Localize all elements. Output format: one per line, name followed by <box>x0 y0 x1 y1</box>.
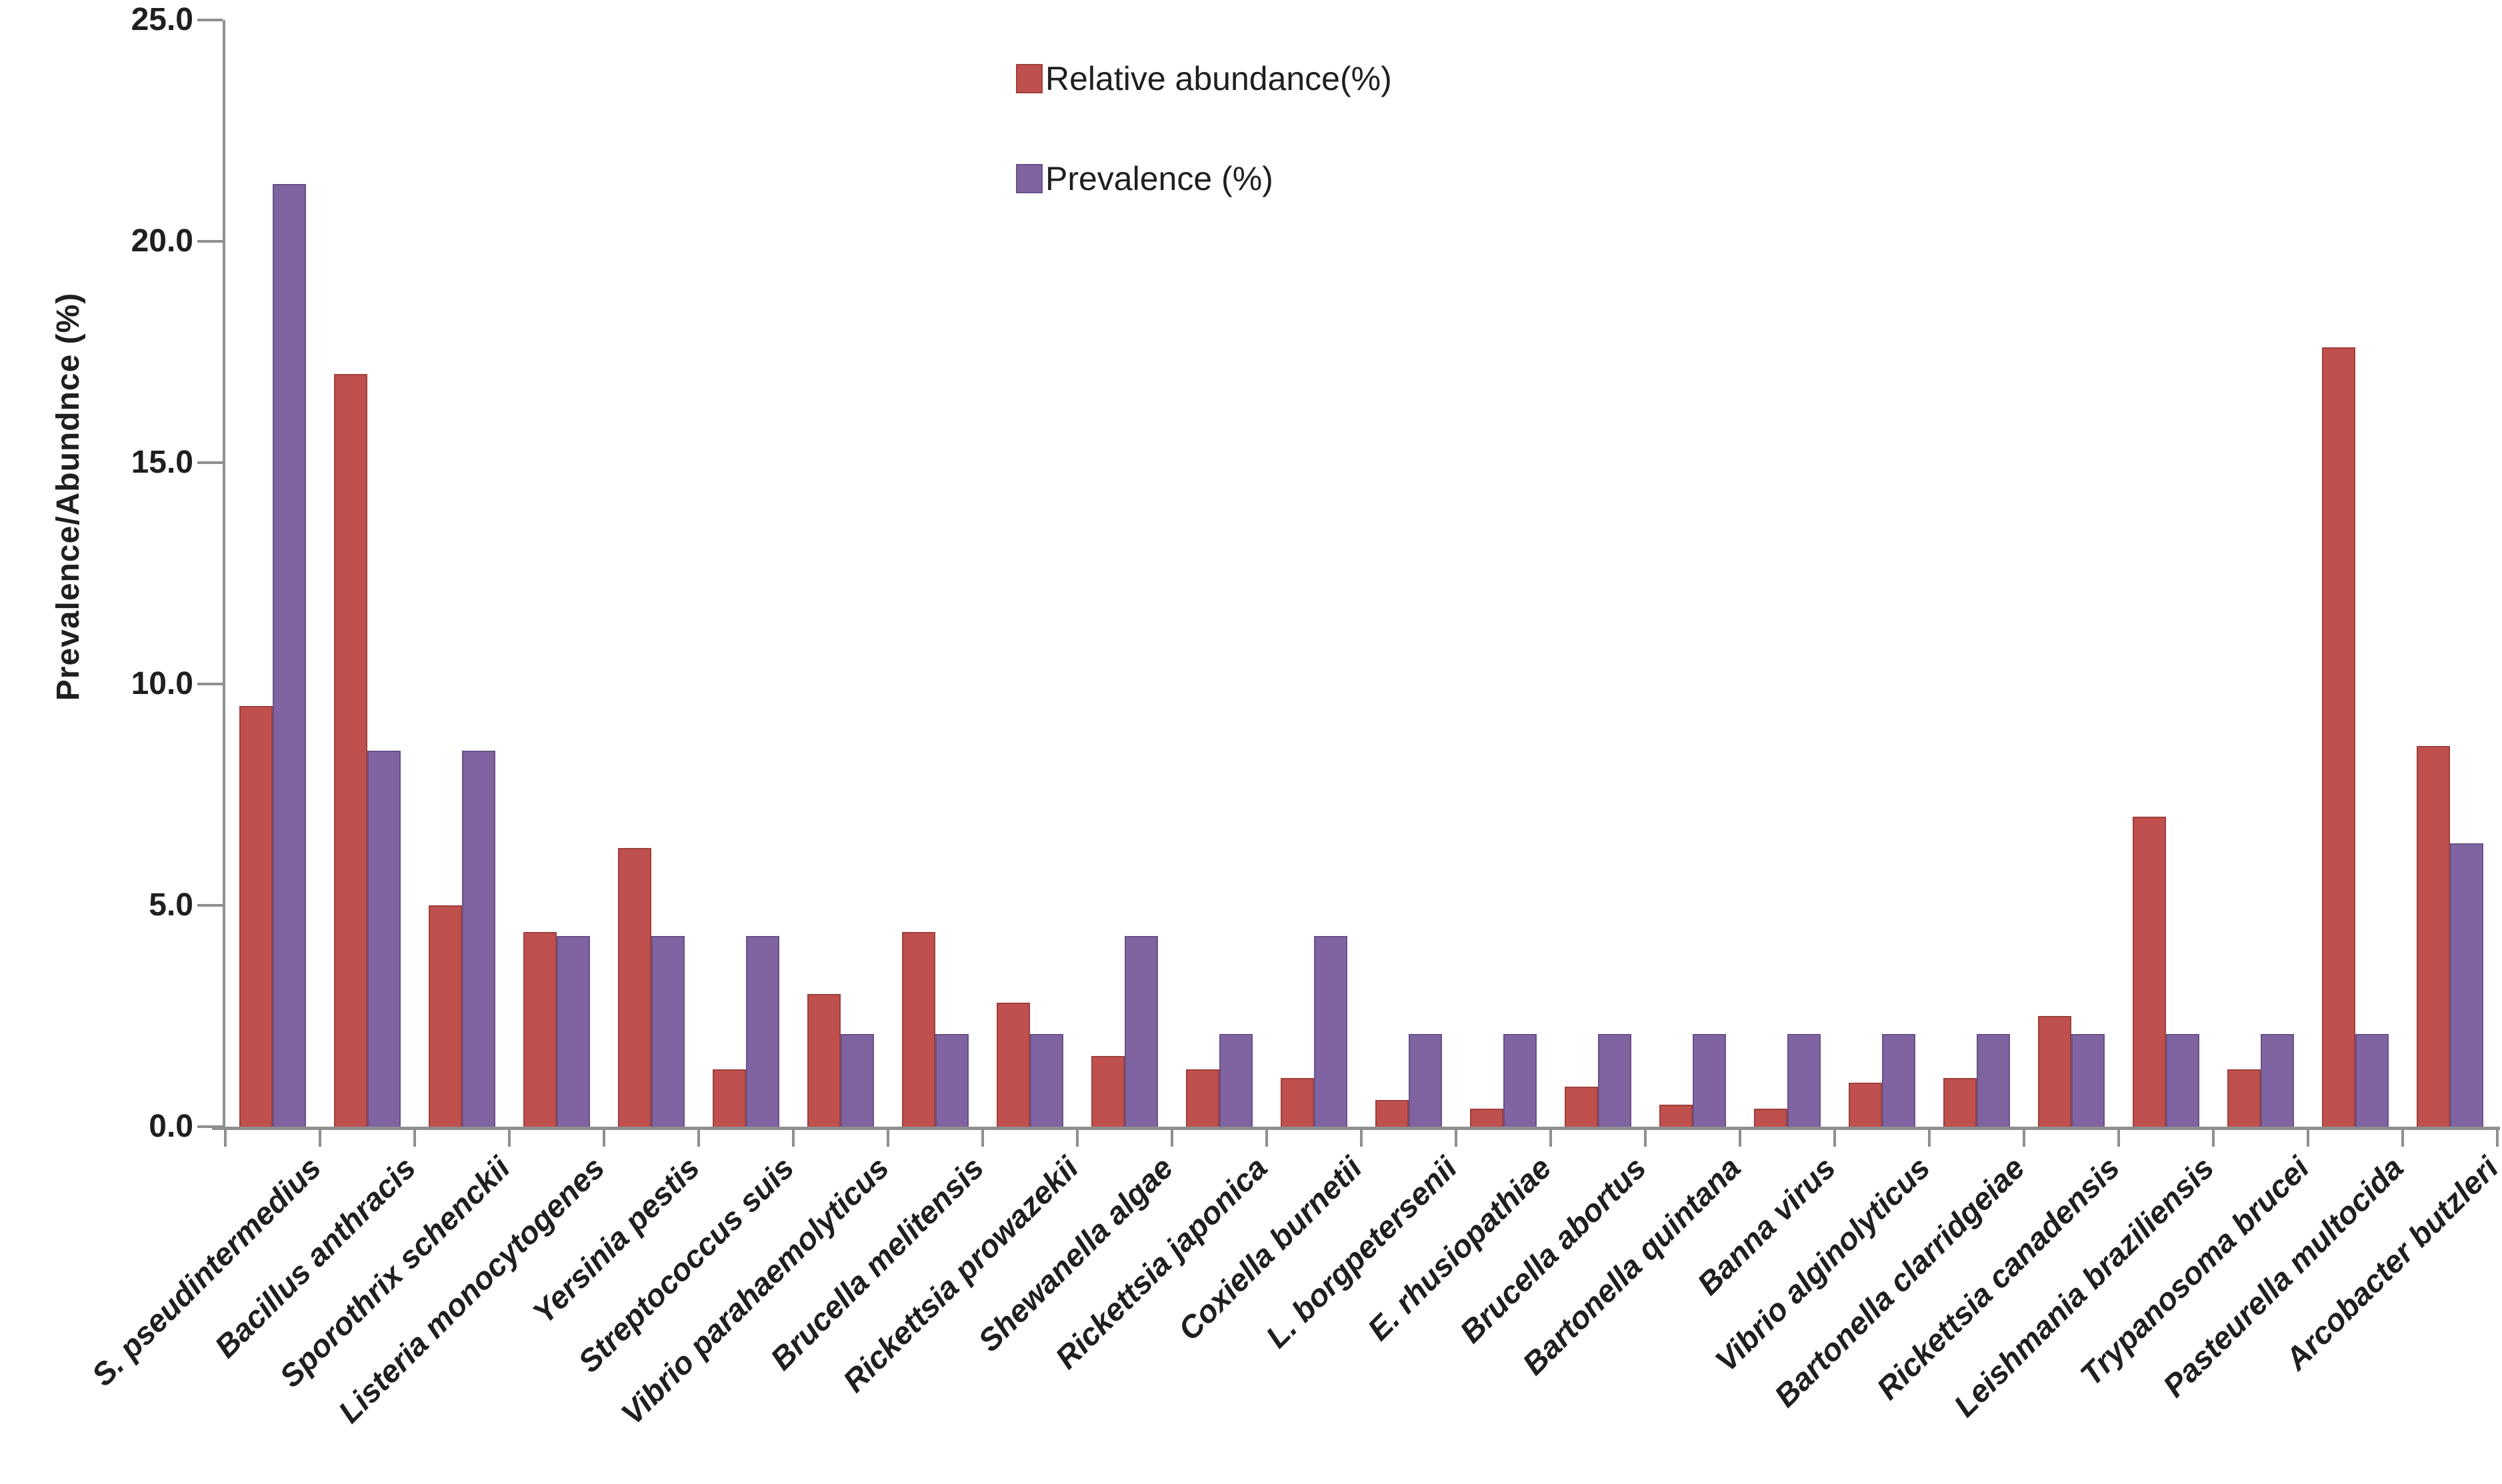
bar-relative-abundance <box>1754 1109 1787 1127</box>
legend-swatch-icon <box>1016 164 1043 193</box>
legend-label: Prevalence (%) <box>1045 160 1273 197</box>
y-axis-tick <box>197 461 223 464</box>
bar-relative-abundance <box>1470 1109 1503 1127</box>
legend-item: Relative abundance(%) <box>1016 60 1392 97</box>
y-axis-tick <box>197 240 223 243</box>
bar-relative-abundance <box>618 848 651 1127</box>
bar-prevalence <box>1787 1034 1821 1127</box>
bar-relative-abundance <box>239 706 273 1127</box>
bar-prevalence <box>462 751 495 1127</box>
x-axis-tick <box>413 1127 416 1147</box>
y-axis-tick <box>197 1125 223 1128</box>
x-axis-tick <box>2212 1127 2215 1147</box>
x-axis-tick <box>224 1127 227 1147</box>
bar-relative-abundance <box>2038 1016 2071 1127</box>
x-axis-tick <box>2023 1127 2025 1147</box>
y-axis-tick-label: 5.0 <box>149 887 193 923</box>
x-axis-tick <box>1076 1127 1079 1147</box>
y-axis-tick-label: 0.0 <box>149 1109 193 1144</box>
x-axis-tick <box>1171 1127 1173 1147</box>
y-axis-tick-label: 25.0 <box>131 2 193 37</box>
bar-prevalence <box>1598 1034 1631 1127</box>
bar-prevalence <box>1409 1034 1442 1127</box>
x-axis-tick <box>2401 1127 2404 1147</box>
x-axis-tick <box>1265 1127 1268 1147</box>
bar-prevalence <box>1314 936 1347 1127</box>
x-axis-tick <box>1833 1127 1836 1147</box>
x-axis-tick <box>2307 1127 2309 1147</box>
bar-prevalence <box>2261 1034 2294 1127</box>
bar-relative-abundance <box>1659 1105 1693 1127</box>
x-axis-tick <box>1644 1127 1647 1147</box>
bar-prevalence <box>2071 1034 2105 1127</box>
bar-prevalence <box>1125 936 1158 1127</box>
x-axis-tick <box>981 1127 984 1147</box>
bar-prevalence <box>2166 1034 2199 1127</box>
x-axis-tick <box>1360 1127 1363 1147</box>
bar-prevalence <box>1219 1034 1253 1127</box>
x-axis-tick <box>697 1127 700 1147</box>
bar-prevalence <box>367 751 401 1127</box>
bar-relative-abundance <box>1281 1078 1314 1127</box>
bar-relative-abundance <box>2227 1069 2261 1127</box>
bar-prevalence <box>841 1034 874 1127</box>
x-axis-tick <box>2496 1127 2499 1147</box>
legend-label: Relative abundance(%) <box>1045 60 1392 97</box>
bar-relative-abundance <box>429 905 462 1127</box>
bar-relative-abundance <box>334 374 367 1127</box>
bar-prevalence <box>2355 1034 2389 1127</box>
bar-prevalence <box>651 936 685 1127</box>
bar-relative-abundance <box>2417 746 2450 1127</box>
bar-prevalence <box>557 936 590 1127</box>
bar-relative-abundance <box>1375 1100 1409 1127</box>
x-axis-tick <box>508 1127 511 1147</box>
bar-relative-abundance <box>2133 817 2166 1127</box>
bar-relative-abundance <box>807 994 841 1127</box>
bar-relative-abundance <box>2322 347 2355 1127</box>
bar-prevalence <box>1882 1034 1915 1127</box>
category-label: Yersinia pestis <box>525 1149 707 1331</box>
bar-prevalence <box>935 1034 969 1127</box>
bar-relative-abundance <box>997 1003 1030 1127</box>
bar-prevalence <box>1693 1034 1726 1127</box>
x-axis-tick <box>1455 1127 1457 1147</box>
y-axis-tick-label: 10.0 <box>131 666 193 701</box>
bar-relative-abundance <box>902 932 935 1127</box>
bar-relative-abundance <box>1091 1056 1125 1127</box>
bar-prevalence <box>1030 1034 1063 1127</box>
x-axis-tick <box>1739 1127 1741 1147</box>
bar-relative-abundance <box>1186 1069 1219 1127</box>
y-axis-tick-label: 15.0 <box>131 445 193 480</box>
bar-relative-abundance <box>1849 1083 1882 1127</box>
x-axis-tick <box>2117 1127 2120 1147</box>
x-axis-tick <box>603 1127 605 1147</box>
x-axis-tick <box>887 1127 889 1147</box>
x-axis-tick <box>319 1127 321 1147</box>
y-axis-tick <box>197 683 223 685</box>
x-axis-tick <box>792 1127 795 1147</box>
bar-prevalence <box>1503 1034 1537 1127</box>
bar-prevalence <box>273 184 306 1127</box>
x-axis-tick <box>1928 1127 1931 1147</box>
y-axis-tick <box>197 19 223 21</box>
y-axis-tick-label: 20.0 <box>131 223 193 259</box>
y-axis-tick <box>197 904 223 907</box>
y-axis-line <box>223 20 225 1129</box>
bar-relative-abundance <box>523 932 557 1127</box>
legend-swatch-icon <box>1016 64 1043 93</box>
bar-prevalence <box>1977 1034 2010 1127</box>
bar-relative-abundance <box>1943 1078 1977 1127</box>
bar-prevalence <box>2450 843 2483 1127</box>
legend-item: Prevalence (%) <box>1016 160 1273 197</box>
bar-relative-abundance <box>1565 1087 1598 1127</box>
bar-prevalence <box>746 936 779 1127</box>
x-axis-tick <box>1549 1127 1552 1147</box>
bar-relative-abundance <box>713 1069 746 1127</box>
x-axis-line <box>212 1127 2500 1130</box>
